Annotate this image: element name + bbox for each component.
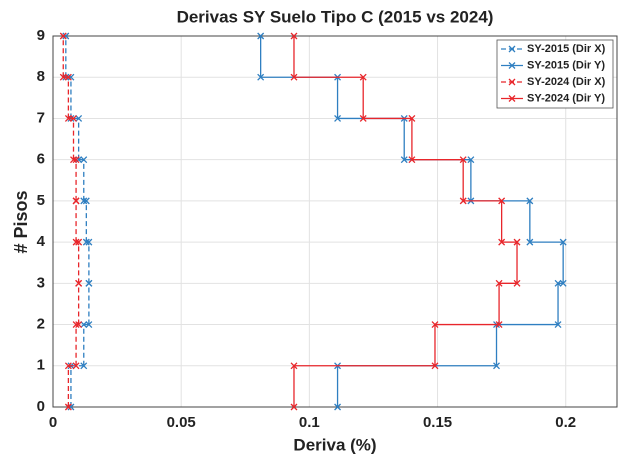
marker — [85, 321, 93, 329]
marker — [257, 32, 265, 40]
story-step — [70, 114, 77, 164]
story-step — [257, 32, 265, 81]
marker — [431, 362, 439, 370]
marker — [80, 321, 88, 329]
marker — [459, 156, 467, 164]
chart-title: Derivas SY Suelo Tipo C (2015 vs 2024) — [177, 7, 494, 26]
marker — [559, 238, 567, 246]
marker — [334, 403, 342, 411]
marker — [85, 279, 93, 287]
marker — [72, 197, 80, 205]
y-tick-label: 7 — [37, 109, 45, 126]
marker — [495, 321, 503, 329]
marker — [493, 362, 500, 370]
story-step — [72, 321, 80, 370]
story-step — [290, 362, 298, 411]
marker — [70, 114, 77, 122]
legend-label: SY-2015 (Dir X) — [527, 43, 606, 55]
story-step — [554, 279, 562, 329]
y-tick-label: 5 — [37, 192, 45, 209]
marker — [75, 114, 83, 122]
marker — [459, 197, 467, 205]
marker — [359, 114, 367, 122]
marker — [59, 32, 67, 40]
x-tick-label: 0.2 — [555, 414, 576, 431]
y-axis-label: # Pisos — [11, 190, 31, 253]
story-step — [334, 362, 342, 411]
legend-label: SY-2015 (Dir Y) — [527, 59, 605, 71]
marker — [64, 362, 72, 370]
story-step — [513, 238, 521, 287]
legend-label: SY-2024 (Dir Y) — [527, 92, 605, 104]
marker — [508, 95, 516, 102]
marker — [72, 238, 80, 246]
marker — [82, 238, 90, 246]
marker — [559, 279, 567, 287]
marker — [467, 156, 475, 164]
story-step — [559, 238, 567, 287]
marker — [513, 279, 521, 287]
y-tick-label: 2 — [37, 316, 45, 333]
marker — [64, 403, 72, 411]
marker — [80, 362, 88, 370]
marker — [554, 279, 562, 287]
marker — [67, 73, 75, 81]
marker — [80, 197, 88, 205]
y-tick-label: 8 — [37, 68, 45, 85]
marker — [75, 321, 83, 329]
story-step — [64, 362, 72, 411]
y-tick-label: 1 — [37, 357, 45, 374]
marker — [408, 156, 416, 164]
marker — [75, 279, 83, 287]
marker — [554, 321, 562, 329]
marker — [64, 114, 72, 122]
marker — [290, 403, 298, 411]
marker — [70, 156, 77, 164]
marker — [290, 32, 298, 40]
marker — [400, 156, 408, 164]
legend-label: SY-2024 (Dir X) — [527, 76, 606, 88]
story-step — [408, 114, 416, 164]
x-tick-label: 0.05 — [167, 414, 196, 431]
marker — [508, 45, 516, 53]
y-tick-label: 0 — [37, 398, 45, 415]
story-step — [400, 114, 408, 164]
y-tick-label: 3 — [37, 274, 45, 291]
story-step — [459, 156, 467, 205]
marker — [59, 73, 67, 81]
marker — [526, 238, 534, 246]
x-axis-label: Deriva (%) — [293, 435, 376, 454]
plot-frame — [52, 35, 618, 408]
story-step — [75, 114, 83, 164]
marker — [498, 238, 506, 246]
marker — [75, 156, 83, 164]
story-step — [80, 321, 88, 370]
y-tick-label: 9 — [37, 27, 45, 44]
marker — [257, 73, 265, 81]
story-step — [59, 32, 67, 81]
x-tick-label: 0.15 — [423, 414, 452, 431]
y-tick-label: 4 — [37, 233, 46, 250]
marker — [290, 73, 298, 81]
marker — [334, 114, 342, 122]
y-tick-label: 6 — [37, 151, 45, 168]
x-tick-label: 0.1 — [299, 414, 320, 431]
legend-box — [496, 39, 614, 109]
story-step — [495, 279, 503, 329]
marker — [72, 362, 80, 370]
marker — [508, 78, 516, 86]
x-tick-label: 0 — [49, 414, 57, 431]
marker — [508, 62, 516, 69]
story-step — [290, 32, 298, 81]
marker — [62, 32, 70, 40]
